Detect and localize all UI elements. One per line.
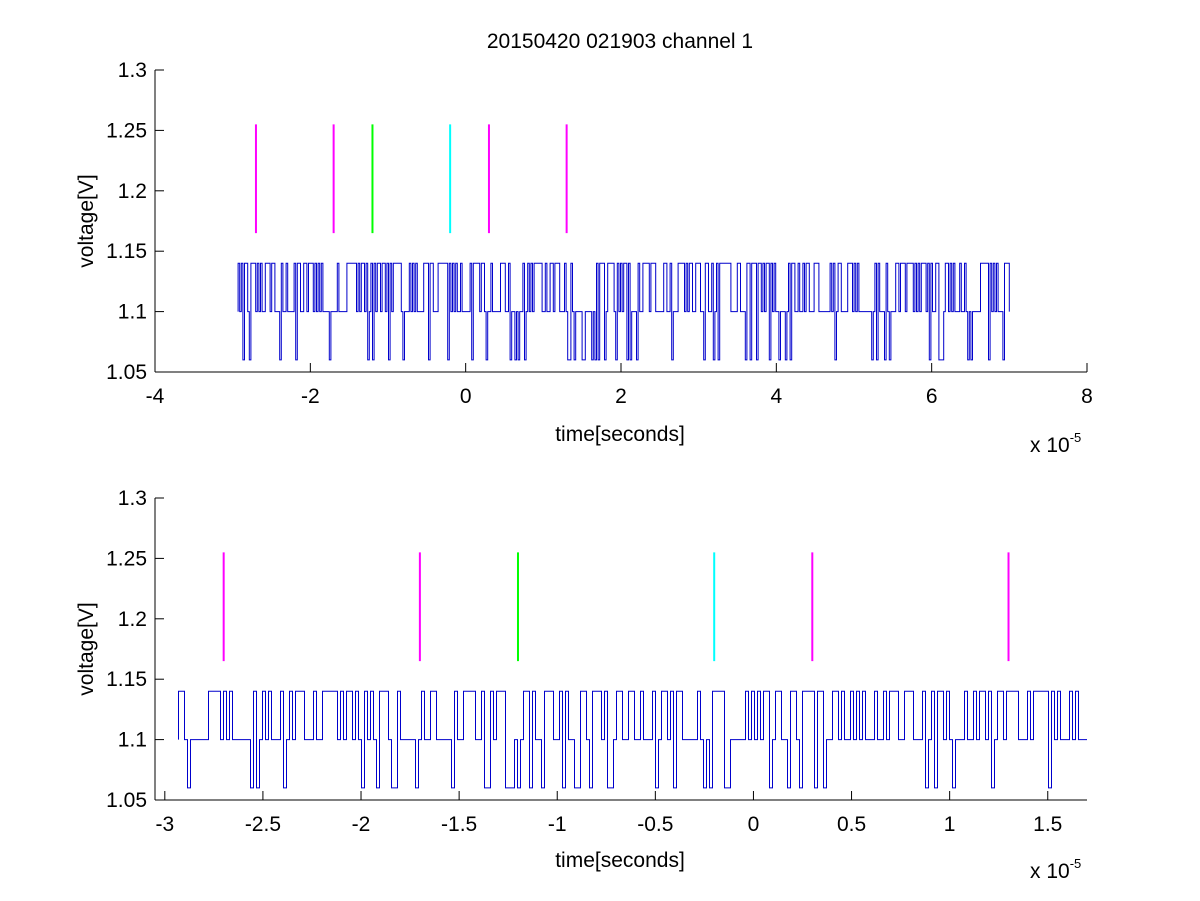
- bottom-plot-x-tick-label: -3: [155, 813, 174, 836]
- bottom-plot-y-tick-label: 1.15: [106, 668, 147, 691]
- top-plot-y-ticks: 1.05 1.1 1.15 1.2 1.25 1.3: [106, 59, 164, 384]
- top-plot-y-tick-label: 1.3: [118, 59, 147, 82]
- bottom-plot-ylabel: voltage[V]: [75, 602, 98, 695]
- bottom-plot-axes: [154, 498, 1087, 801]
- top-plot-x-tick-label: 0: [460, 385, 472, 408]
- top-plot-y-tick-label: 1.1: [118, 301, 147, 324]
- top-plot-signal-trace: [237, 262, 1010, 361]
- bottom-plot-y-ticks: 1.05 1.1 1.15 1.2 1.25 1.3: [106, 487, 164, 812]
- top-plot-x-multiplier-exponent: -5: [1070, 430, 1082, 445]
- top-plot-x-ticks: -4 -2 0 2 4 6 8: [146, 363, 1093, 408]
- top-plot-x-multiplier: x 10-5: [1030, 430, 1081, 457]
- bottom-plot-x-tick-label: 1.5: [1033, 813, 1062, 836]
- bottom-plot-markers: [222, 552, 1010, 662]
- top-plot-x-tick-label: 4: [770, 385, 782, 408]
- bottom-plot-y-tick-label: 1.2: [118, 608, 147, 631]
- top-plot-x-tick-label: 8: [1081, 385, 1093, 408]
- top-plot-axes: [154, 70, 1087, 373]
- top-plot-x-tick-label: -2: [301, 385, 320, 408]
- bottom-plot-x-tick-label: 1: [944, 813, 956, 836]
- bottom-plot-y-tick-label: 1.3: [118, 487, 147, 510]
- bottom-plot-x-tick-label: 0.5: [837, 813, 866, 836]
- bottom-plot-x-tick-label: -1: [548, 813, 567, 836]
- bottom-plot-xlabel: time[seconds]: [555, 849, 685, 872]
- top-plot-xlabel: time[seconds]: [555, 423, 685, 446]
- top-plot-y-tick-label: 1.15: [106, 240, 147, 263]
- top-plot-signal: [237, 262, 1010, 361]
- bottom-plot-x-tick-label: -2: [352, 813, 371, 836]
- top-plot-ylabel: voltage[V]: [75, 174, 98, 267]
- top-plot-x-tick-label: 6: [926, 385, 938, 408]
- top-plot-x-tick-label: -4: [146, 385, 165, 408]
- bottom-plot-x-multiplier-exponent: -5: [1070, 856, 1082, 871]
- bottom-plot: 1.05 1.1 1.15 1.2 1.25 1.3 -3 -2.5 -2 -1.5 -1 -0.5…: [75, 487, 1087, 883]
- bottom-plot-x-tick-label: -2.5: [245, 813, 281, 836]
- bottom-plot-y-tick-label: 1.1: [118, 729, 147, 752]
- figure-title: 20150420 021903 channel 1: [487, 30, 753, 53]
- bottom-plot-signal-trace: [178, 690, 1087, 789]
- top-plot-x-tick-label: 2: [615, 385, 627, 408]
- top-plot-y-tick-label: 1.2: [118, 180, 147, 203]
- top-plot-y-tick-label: 1.25: [106, 119, 147, 142]
- bottom-plot-x-tick-label: -1.5: [441, 813, 477, 836]
- bottom-plot-y-tick-label: 1.25: [106, 547, 147, 570]
- bottom-plot-x-ticks: -3 -2.5 -2 -1.5 -1 -0.5 0 0.5 1 1.5: [155, 791, 1062, 836]
- top-plot-markers: [254, 124, 568, 234]
- bottom-plot-signal: [178, 690, 1087, 789]
- bottom-plot-x-multiplier: x 10-5: [1030, 856, 1081, 883]
- bottom-plot-x-tick-label: 0: [748, 813, 760, 836]
- bottom-plot-x-tick-label: -0.5: [637, 813, 673, 836]
- top-plot: 1.05 1.1 1.15 1.2 1.25 1.3 -4 -2 0 2 4 6 8 time[sec…: [75, 59, 1093, 457]
- bottom-plot-y-tick-label: 1.05: [106, 789, 147, 812]
- top-plot-y-tick-label: 1.05: [106, 361, 147, 384]
